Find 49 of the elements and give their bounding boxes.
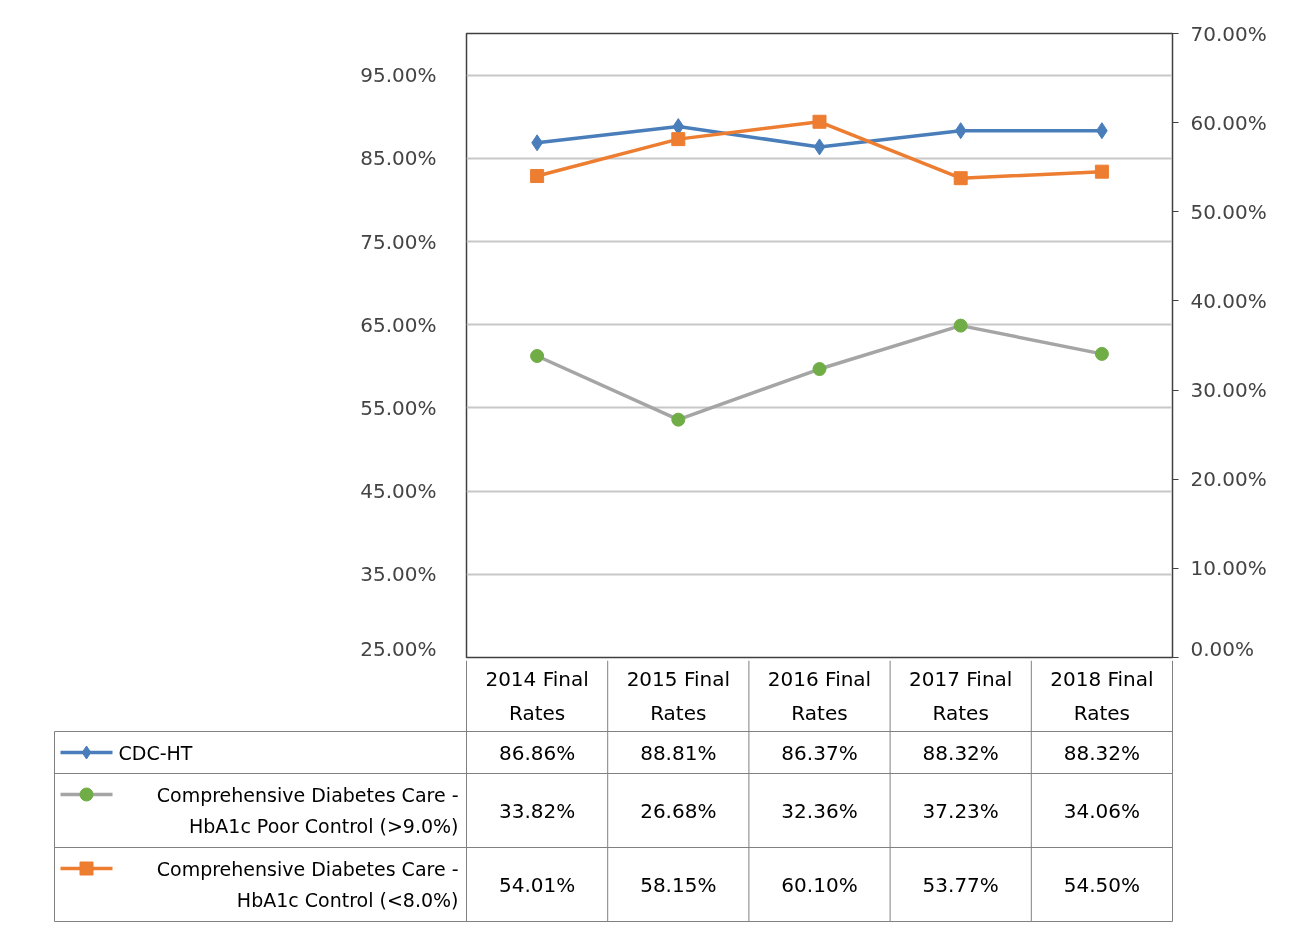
data-label: 58.15%	[640, 872, 717, 897]
x-tick-label: 2017 Final Rates	[909, 666, 1013, 726]
y-tick-label: 75.00%	[360, 229, 437, 254]
data-label: 34.06%	[1063, 798, 1141, 823]
point	[671, 132, 686, 147]
y2-tick-label: 60.00%	[1190, 110, 1267, 135]
data-label: 54.50%	[1063, 872, 1141, 897]
data-label: 88.81%	[640, 740, 717, 765]
y2-tick-label: 70.00%	[1190, 21, 1267, 46]
y2-tick-label: 40.00%	[1190, 288, 1267, 313]
data-label: 53.77%	[922, 872, 999, 897]
point	[530, 349, 545, 364]
point	[671, 412, 686, 427]
data-label: 26.68%	[640, 798, 717, 823]
y2-tick-label: 50.00%	[1190, 199, 1267, 224]
x-tick-label: 2016 Final Rates	[767, 666, 872, 726]
x-tick-label: 2018 Final Rates	[1050, 666, 1154, 726]
y2-tick-label: 10.00%	[1190, 556, 1267, 581]
point	[1094, 164, 1109, 179]
data-label: 88.32%	[922, 740, 999, 765]
y-tick-label: 25.00%	[360, 636, 437, 661]
point	[1094, 346, 1109, 361]
legend-label: CDC-HT	[118, 741, 193, 764]
data-label: 37.23%	[922, 798, 999, 823]
y2-tick-label: 20.00%	[1190, 467, 1267, 492]
y2-tick-label: 0.00%	[1190, 636, 1255, 661]
data-label: 86.37%	[781, 740, 858, 765]
data-label: 32.36%	[781, 798, 858, 823]
point	[530, 169, 545, 184]
data-label: 54.01%	[498, 872, 576, 897]
point	[812, 114, 827, 129]
point	[812, 362, 827, 377]
y-tick-label: 45.00%	[360, 479, 437, 504]
point	[953, 318, 968, 333]
y-tick-label: 85.00%	[360, 146, 437, 171]
point	[953, 171, 968, 186]
y-tick-label: 65.00%	[360, 312, 437, 337]
data-label: 86.86%	[498, 740, 576, 765]
y2-tick-label: 30.00%	[1190, 378, 1267, 403]
legend-label: Comprehensive Diabetes Care - HbA1c Control (<8.0%)	[156, 857, 459, 912]
data-label: 60.10%	[781, 872, 858, 897]
y-tick-label: 95.00%	[360, 63, 437, 88]
y-tick-label: 35.00%	[360, 562, 437, 587]
y-tick-label: 55.00%	[360, 395, 437, 420]
data-label: 88.32%	[1063, 740, 1141, 765]
data-label: 33.82%	[498, 798, 576, 823]
x-tick-label: 2015 Final Rates	[626, 666, 730, 726]
x-tick-label: 2014 Final Rates	[485, 666, 589, 726]
legend-label: Comprehensive Diabetes Care - HbA1c Poor Control (>9.0%)	[156, 783, 459, 838]
